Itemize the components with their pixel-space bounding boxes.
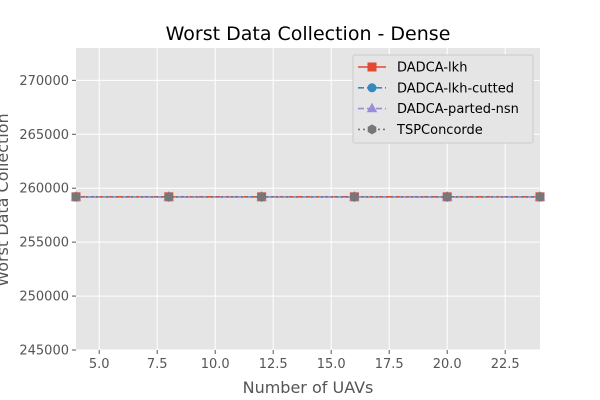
x-tick-label: 20.0 [433, 357, 462, 372]
chart-title: Worst Data Collection - Dense [166, 23, 451, 45]
x-tick-label: 7.5 [147, 357, 168, 372]
y-tick-label: 265000 [19, 128, 69, 143]
legend-marker [366, 102, 378, 113]
x-tick-label: 17.5 [375, 357, 404, 372]
y-axis-ticks: 245000 250000 255000 260000 265000 270000 [19, 74, 76, 359]
legend: DADCA-lkh DADCA-lkh-cutted DADCA-parted-ns… [352, 54, 534, 144]
y-tick-label: 270000 [19, 74, 69, 89]
legend-item: DADCA-lkh-cutted [358, 81, 514, 96]
series-tspconcorde [71, 191, 545, 202]
x-tick-label: 15.0 [317, 357, 346, 372]
data-point [350, 191, 359, 202]
legend-label: DADCA-parted-nsn [397, 102, 519, 117]
legend-marker [367, 83, 377, 93]
legend-label: DADCA-lkh-cutted [397, 81, 514, 96]
data-point [71, 191, 81, 202]
x-axis-ticks: 5.0 7.5 10.0 12.5 15.0 17.5 20.0 22.5 [89, 350, 520, 372]
y-tick-label: 245000 [19, 344, 69, 359]
legend-box [352, 54, 534, 144]
data-point [164, 191, 174, 202]
y-tick-label: 260000 [19, 182, 69, 197]
legend-item: DADCA-lkh [358, 61, 467, 76]
legend-label: TSPConcorde [396, 123, 483, 138]
legend-item: TSPConcorde [358, 123, 483, 138]
data-point [535, 191, 545, 202]
x-tick-label: 5.0 [89, 357, 110, 372]
legend-marker [367, 124, 377, 135]
y-tick-label: 250000 [19, 290, 69, 305]
data-point [442, 191, 452, 202]
series-layer [70, 191, 546, 202]
data-point [257, 191, 266, 202]
x-tick-label: 12.5 [259, 357, 288, 372]
legend-label: DADCA-lkh [397, 61, 467, 76]
legend-marker [367, 62, 377, 72]
x-tick-label: 10.0 [201, 357, 230, 372]
y-axis-label: Worst Data Collection [0, 113, 12, 286]
x-tick-label: 22.5 [491, 357, 520, 372]
y-tick-label: 255000 [19, 236, 69, 251]
legend-item: DADCA-parted-nsn [358, 102, 519, 117]
x-axis-label: Number of UAVs [243, 378, 374, 397]
